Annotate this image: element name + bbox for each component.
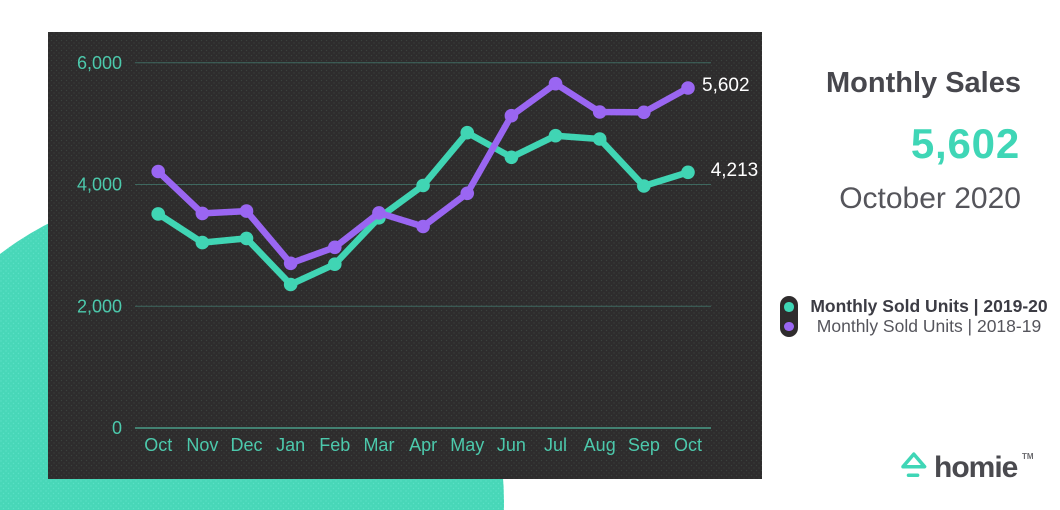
svg-text:2,000: 2,000 <box>77 297 122 317</box>
svg-text:0: 0 <box>112 418 122 438</box>
svg-text:Nov: Nov <box>186 435 218 455</box>
svg-text:Oct: Oct <box>674 435 702 455</box>
svg-text:6,000: 6,000 <box>77 53 122 73</box>
svg-text:Dec: Dec <box>230 435 262 455</box>
svg-text:Oct: Oct <box>144 435 172 455</box>
svg-text:Feb: Feb <box>319 435 350 455</box>
svg-text:5,602: 5,602 <box>702 75 750 96</box>
svg-text:Mar: Mar <box>363 435 394 455</box>
svg-text:Jan: Jan <box>276 435 305 455</box>
svg-text:4,000: 4,000 <box>77 175 122 195</box>
svg-text:Aug: Aug <box>584 435 616 455</box>
svg-text:Jul: Jul <box>544 435 567 455</box>
svg-text:May: May <box>450 435 484 455</box>
svg-text:Sep: Sep <box>628 435 660 455</box>
svg-text:Jun: Jun <box>497 435 526 455</box>
svg-text:4,213: 4,213 <box>711 160 759 181</box>
svg-text:Apr: Apr <box>409 435 437 455</box>
